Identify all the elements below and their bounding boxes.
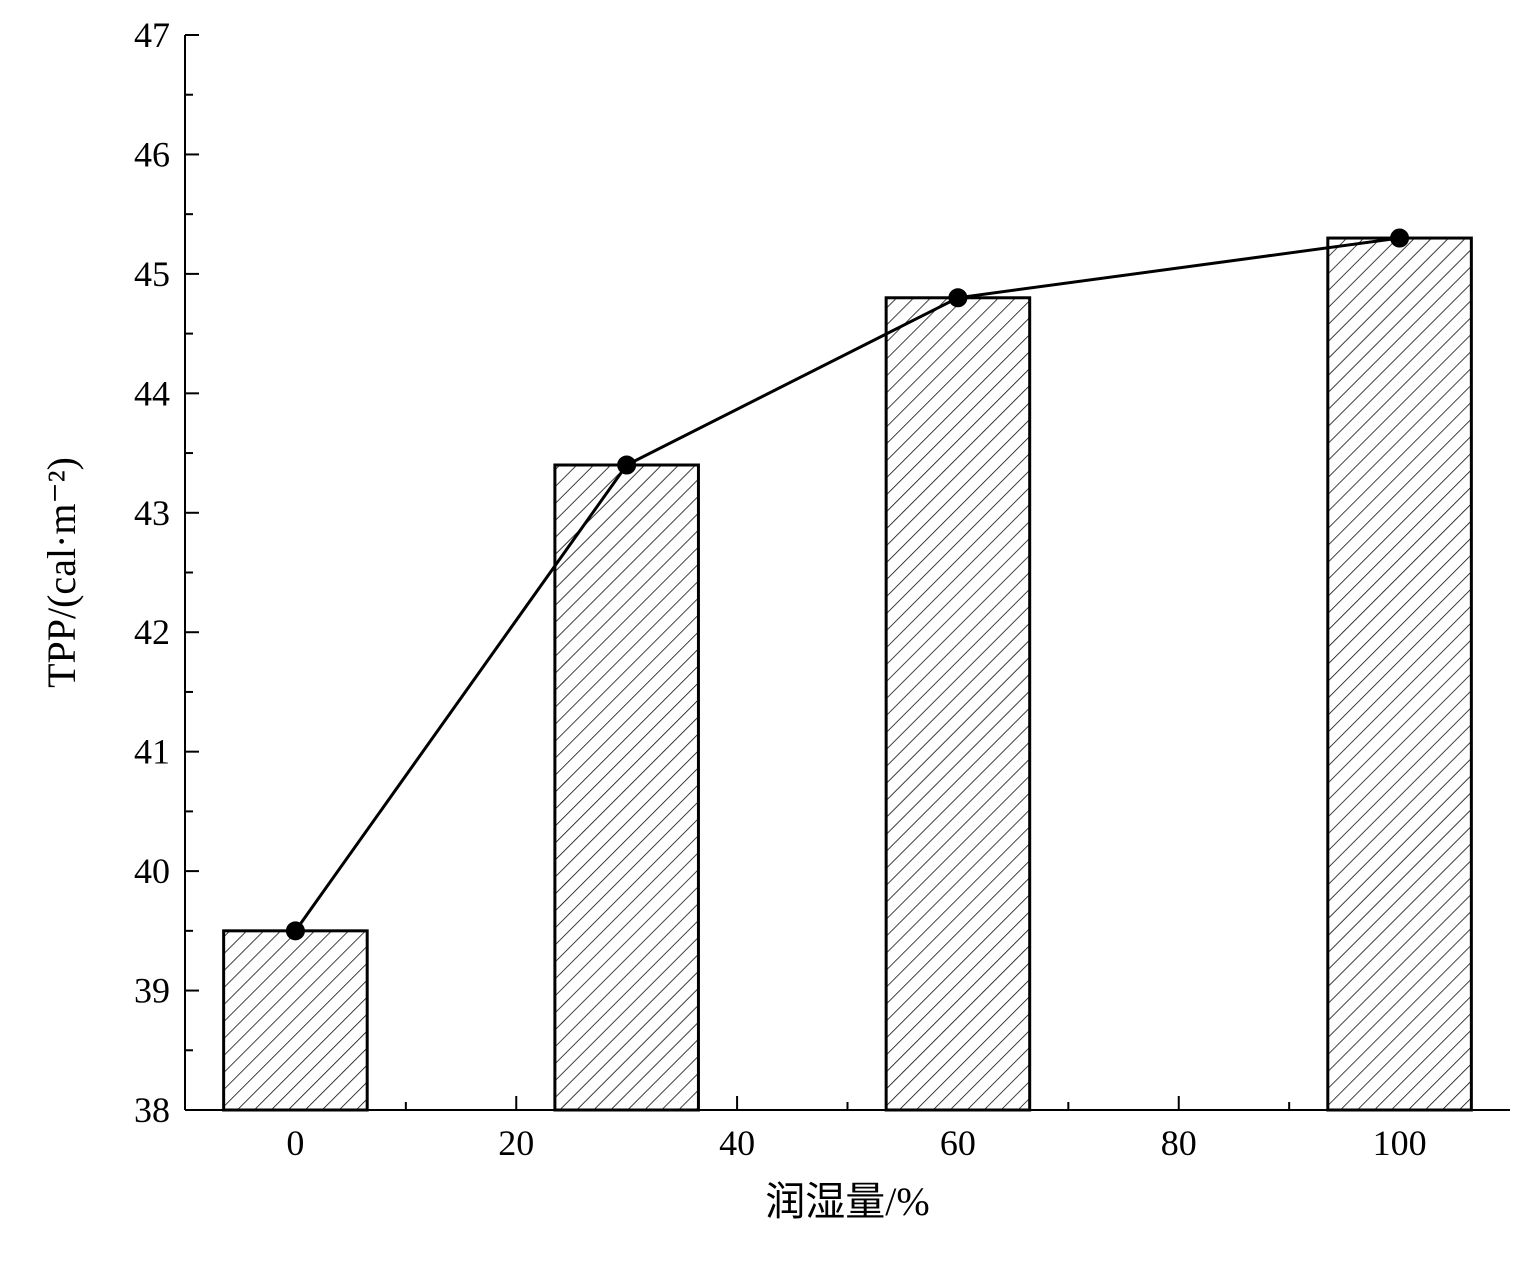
x-tick-label: 0: [286, 1123, 304, 1163]
bar: [886, 298, 1030, 1110]
y-tick-label: 38: [134, 1090, 170, 1130]
y-tick-label: 45: [134, 254, 170, 294]
bar: [224, 931, 368, 1110]
x-tick-label: 40: [719, 1123, 755, 1163]
y-tick-label: 40: [134, 851, 170, 891]
x-tick-label: 80: [1161, 1123, 1197, 1163]
bar: [1328, 238, 1472, 1110]
y-tick-label: 41: [134, 732, 170, 772]
y-tick-label: 46: [134, 134, 170, 174]
y-axis-title: TPP/(cal·m⁻²): [39, 457, 84, 688]
bar: [555, 465, 699, 1110]
x-tick-label: 100: [1373, 1123, 1427, 1163]
x-tick-label: 20: [498, 1123, 534, 1163]
data-marker: [618, 456, 636, 474]
data-marker: [286, 922, 304, 940]
y-tick-label: 44: [134, 373, 170, 413]
data-marker: [1391, 229, 1409, 247]
x-axis-title: 润湿量/%: [765, 1179, 929, 1224]
bar-line-chart: 38 39 40 41 42 43 44 45 46 47 0 20 40 60 80 100 润湿量/% TPP…: [20, 20, 1515, 1264]
y-tick-label: 42: [134, 612, 170, 652]
chart-container: 38 39 40 41 42 43 44 45 46 47 0 20 40 60 80 100 润湿量/% TPP…: [20, 20, 1495, 1264]
y-tick-label: 47: [134, 20, 170, 55]
trend-line: [295, 238, 1399, 931]
y-tick-label: 39: [134, 971, 170, 1011]
y-tick-label: 43: [134, 493, 170, 533]
x-tick-label: 60: [940, 1123, 976, 1163]
data-marker: [949, 289, 967, 307]
